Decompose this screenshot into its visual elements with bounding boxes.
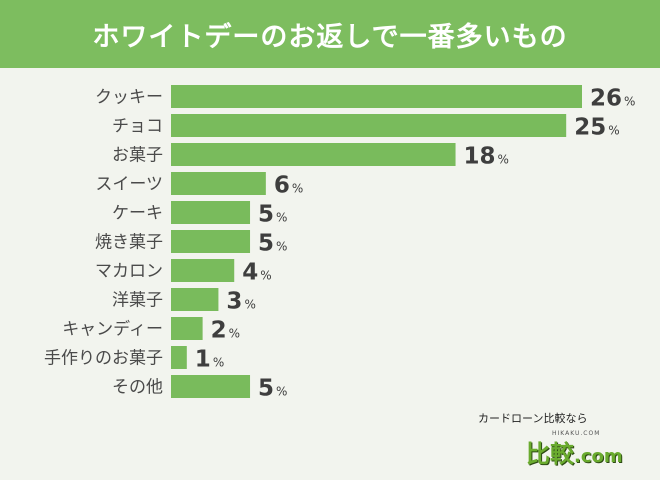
value-label: 26%	[590, 86, 635, 112]
category-label: クッキー	[95, 88, 163, 108]
brand-logo-suffix: .com	[574, 446, 623, 467]
category-label: マカロン	[95, 262, 163, 282]
bar	[171, 201, 251, 224]
value-label: 5%	[258, 231, 287, 257]
bar	[171, 230, 251, 253]
brand-subtext: HIKAKU.COM	[552, 430, 601, 437]
brand-tagline: カードローン比較なら	[478, 412, 588, 425]
category-label: お菓子	[112, 146, 163, 166]
category-label: 焼き菓子	[95, 233, 163, 253]
value-label: 18%	[464, 144, 509, 170]
bar	[171, 259, 235, 282]
bar	[171, 346, 187, 369]
bar	[171, 375, 251, 398]
chart-title: ホワイトデーのお返しで一番多いもの	[92, 21, 568, 53]
value-label: 5%	[258, 376, 287, 402]
value-label: 3%	[226, 289, 255, 315]
brand-logo[interactable]: 比較.com	[526, 434, 623, 469]
category-label: その他	[112, 378, 163, 398]
brand-logo-main: 比較	[526, 440, 574, 468]
value-label: 2%	[211, 318, 240, 344]
title-bar: ホワイトデーのお返しで一番多いもの	[0, 0, 660, 68]
bar	[171, 114, 567, 137]
category-label: キャンディー	[62, 319, 163, 340]
bar	[171, 317, 203, 340]
value-label: 5%	[258, 202, 287, 228]
value-label: 4%	[242, 260, 271, 286]
category-label: 手作りのお菓子	[44, 349, 163, 369]
value-label: 6%	[274, 173, 303, 199]
category-label: スイーツ	[95, 175, 163, 195]
category-label: チョコ	[112, 117, 163, 137]
value-label: 25%	[574, 115, 619, 141]
bar	[171, 85, 582, 108]
brand-logo-block[interactable]: カードローン比較なら HIKAKU.COM 比較.com	[478, 410, 638, 470]
bar	[171, 172, 266, 195]
category-label: ケーキ	[112, 204, 163, 224]
bar	[171, 143, 456, 166]
category-label: 洋菓子	[112, 291, 163, 311]
bar	[171, 288, 219, 311]
value-label: 1%	[195, 347, 224, 373]
